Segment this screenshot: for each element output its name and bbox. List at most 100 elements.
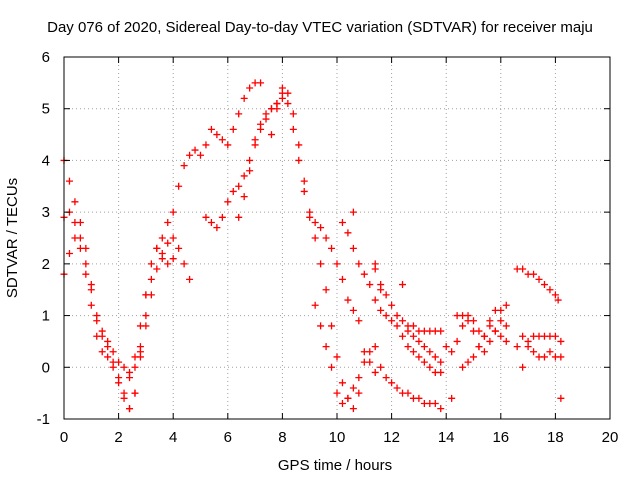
data-point (393, 322, 401, 330)
x-tick-label: 14 (438, 429, 455, 446)
data-point (235, 182, 243, 190)
data-point (366, 358, 374, 366)
series-track-4 (126, 234, 194, 382)
data-point (377, 306, 385, 314)
data-point (344, 296, 352, 304)
data-point (546, 286, 554, 294)
data-point (120, 389, 128, 397)
data-point (142, 312, 150, 320)
data-point (393, 384, 401, 392)
y-tick-label: 6 (42, 49, 50, 66)
data-point (557, 394, 565, 402)
data-point (388, 317, 396, 325)
data-point (289, 110, 297, 118)
data-point (202, 213, 210, 221)
data-point (399, 281, 407, 289)
data-point (377, 363, 385, 371)
data-point (180, 162, 188, 170)
data-point (246, 84, 254, 92)
series-track-17 (519, 332, 565, 371)
data-point (404, 343, 412, 351)
data-point (437, 368, 445, 376)
data-point (175, 182, 183, 190)
data-point (104, 353, 112, 361)
data-point (459, 312, 467, 320)
data-point (311, 218, 319, 226)
data-point (295, 141, 303, 149)
data-point (415, 337, 423, 345)
data-point (486, 337, 494, 345)
data-point (530, 348, 538, 356)
data-point (235, 110, 243, 118)
data-point (333, 353, 341, 361)
data-point (497, 332, 505, 340)
data-point (338, 275, 346, 283)
data-point (186, 275, 194, 283)
data-point (388, 379, 396, 387)
series-track-15 (459, 322, 510, 371)
data-point (142, 322, 150, 330)
axis-ticks (63, 56, 611, 420)
data-point (98, 332, 106, 340)
x-axis-label: GPS time / hours (278, 457, 392, 474)
series-track-1 (60, 79, 265, 413)
data-point (377, 286, 385, 294)
data-point (459, 322, 467, 330)
data-point (126, 405, 134, 413)
data-point (338, 379, 346, 387)
data-point (480, 332, 488, 340)
data-point (131, 389, 139, 397)
data-point (158, 234, 166, 242)
data-point (409, 348, 417, 356)
data-point (328, 322, 336, 330)
data-point (126, 374, 134, 382)
series-track-7 (267, 84, 363, 413)
data-point (164, 260, 172, 268)
series-track-18 (513, 332, 565, 361)
data-point (502, 322, 510, 330)
data-point (317, 224, 325, 232)
data-point (311, 301, 319, 309)
x-tick-label: 20 (602, 429, 619, 446)
data-point (213, 224, 221, 232)
data-point (153, 265, 161, 273)
data-point (202, 141, 210, 149)
x-tick-labels: 0 2 4 6 8 10 12 14 16 18 20 (60, 429, 619, 446)
data-point (459, 363, 467, 371)
data-point (235, 213, 243, 221)
data-point (71, 218, 79, 226)
data-point (382, 291, 390, 299)
data-point (448, 348, 456, 356)
data-point (207, 125, 215, 133)
y-tick-labels: -1 0 1 2 3 4 5 6 (37, 49, 50, 428)
data-point (557, 337, 565, 345)
data-point (371, 260, 379, 268)
x-tick-label: 12 (383, 429, 400, 446)
data-point (218, 136, 226, 144)
data-point (213, 131, 221, 139)
x-tick-label: 0 (60, 429, 68, 446)
data-point (519, 332, 527, 340)
data-point (115, 358, 123, 366)
data-point (175, 244, 183, 252)
data-point (147, 291, 155, 299)
data-point (382, 312, 390, 320)
data-point (131, 363, 139, 371)
data-point (480, 348, 488, 356)
data-point (338, 399, 346, 407)
data-point (169, 255, 177, 263)
data-point (366, 281, 374, 289)
data-point (82, 260, 90, 268)
data-point (393, 312, 401, 320)
data-point (349, 244, 357, 252)
data-point (355, 389, 363, 397)
data-point (519, 363, 527, 371)
data-point (322, 234, 330, 242)
series-track-9 (338, 218, 445, 376)
data-point (497, 306, 505, 314)
data-point (295, 156, 303, 164)
data-point (300, 187, 308, 195)
data-points (60, 79, 565, 413)
data-point (98, 348, 106, 356)
